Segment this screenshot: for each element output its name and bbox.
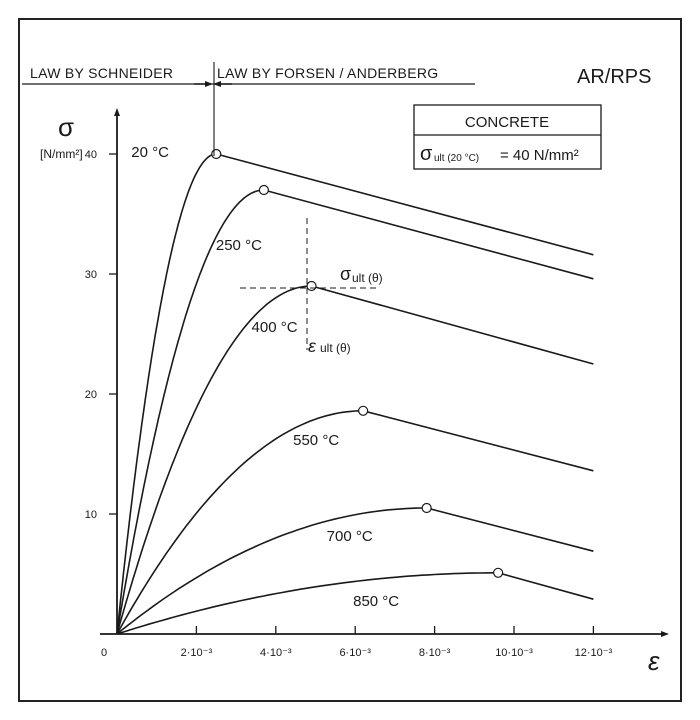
temperature-label: 850 °C xyxy=(353,593,399,610)
y-tick-label: 20 xyxy=(85,389,97,401)
code-label: AR/RPS xyxy=(577,66,651,88)
chart-frame xyxy=(18,18,682,702)
x-tick-label: 10·10⁻³ xyxy=(495,647,533,659)
y-tick-label: 10 xyxy=(85,509,97,521)
x-tick-label: 6·10⁻³ xyxy=(339,647,371,659)
eps-ult-theta-symbol: ε xyxy=(308,336,317,356)
curve-series-3 xyxy=(116,409,594,635)
peak-point-marker xyxy=(306,280,317,292)
y-tick-label: 30 xyxy=(85,269,97,281)
temperature-label: 400 °C xyxy=(252,319,298,336)
y-axis-unit: [N/mm²] xyxy=(40,147,83,161)
eps-ult-theta-subscript: ult (θ) xyxy=(320,341,351,355)
law-forsen-label: LAW BY FORSEN / ANDERBERG xyxy=(217,65,438,81)
x-tick-label: 4·10⁻³ xyxy=(260,647,292,659)
x-tick-label: 12·10⁻³ xyxy=(575,647,613,659)
y-axis-symbol: σ xyxy=(58,112,74,142)
x-tick-label: 8·10⁻³ xyxy=(419,647,451,659)
y-tick-label: 40 xyxy=(85,149,97,161)
x-tick-label: 2·10⁻³ xyxy=(181,647,213,659)
x-axis-symbol: ε xyxy=(648,646,660,676)
concrete-info-box: CONCRETE σ ult (20 °C) = 40 N/mm² xyxy=(413,104,602,170)
curve-series-1 xyxy=(116,189,594,635)
curve-series-4 xyxy=(116,507,594,635)
sigma-symbol: σ xyxy=(420,143,433,165)
x-tick-label: 0 xyxy=(101,647,107,659)
sigma-ult-theta-symbol: σ xyxy=(340,264,351,284)
peak-point-marker xyxy=(211,148,222,160)
peak-point-marker xyxy=(358,405,369,416)
sigma-ult-theta-subscript: ult (θ) xyxy=(352,271,383,285)
sigma-ult-20-value: = 40 N/mm² xyxy=(500,147,579,164)
temperature-label: 20 °C xyxy=(131,144,169,161)
concrete-title: CONCRETE xyxy=(465,114,549,131)
curve-series-0 xyxy=(116,153,594,635)
peak-point-marker xyxy=(421,502,432,514)
temperature-label: 550 °C xyxy=(293,432,339,449)
curve-series-5 xyxy=(116,572,594,635)
sigma-ult-20-subscript: ult (20 °C) xyxy=(434,153,479,164)
temperature-label: 700 °C xyxy=(327,528,373,545)
law-schneider-label: LAW BY SCHNEIDER xyxy=(30,65,173,81)
temperature-label: 250 °C xyxy=(216,237,262,254)
curve-series-2 xyxy=(116,285,594,635)
peak-point-marker xyxy=(493,567,504,578)
peak-point-marker xyxy=(258,184,269,196)
